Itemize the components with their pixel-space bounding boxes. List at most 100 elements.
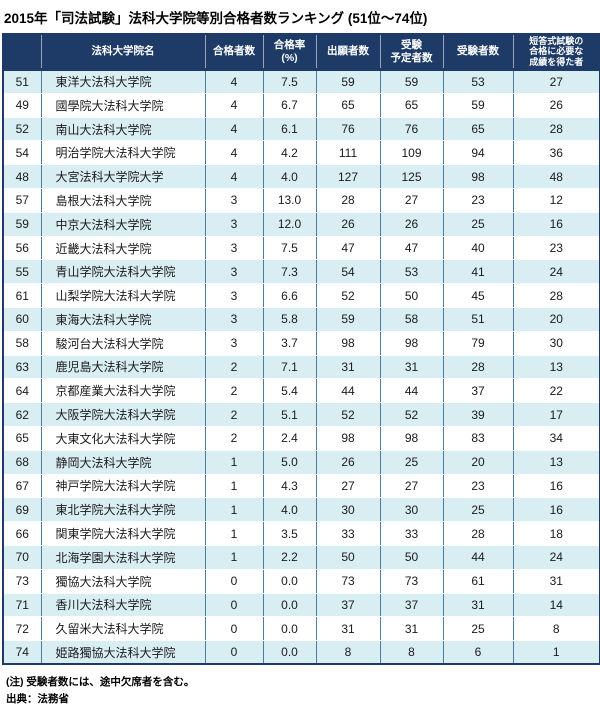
applicants-cell: 59 xyxy=(315,307,380,332)
expected-examinees-cell: 27 xyxy=(379,474,443,499)
applicants-cell: 59 xyxy=(315,69,380,94)
column-header-applicants: 出願者数 xyxy=(315,34,380,70)
table-row: 70 北海学園大法科大学院 1 2.2 50 50 44 24 xyxy=(3,545,600,570)
pass-rate-cell: 7.5 xyxy=(262,69,316,94)
pass-rate-cell: 4.3 xyxy=(262,474,316,499)
rank-cell: 59 xyxy=(3,212,41,237)
examinees-cell: 44 xyxy=(442,545,513,570)
passers-cell: 3 xyxy=(204,188,263,213)
pass-rate-cell: 5.1 xyxy=(262,402,316,427)
examinees-cell: 28 xyxy=(442,355,513,380)
short-answer-qualified-cell: 16 xyxy=(512,497,600,523)
rank-cell: 72 xyxy=(3,616,41,642)
rank-cell: 61 xyxy=(3,283,41,308)
short-answer-qualified-cell: 23 xyxy=(512,236,600,261)
school-name-cell: 大宮法科大学院大学 xyxy=(40,164,205,190)
table-row: 60 東海大法科大学院 3 5.8 59 58 51 20 xyxy=(3,307,600,332)
pass-rate-cell: 6.7 xyxy=(262,93,316,118)
applicants-cell: 52 xyxy=(315,402,380,427)
short-answer-qualified-cell: 36 xyxy=(512,140,600,166)
short-answer-qualified-cell: 34 xyxy=(512,426,600,451)
column-header-school: 法科大学院名 xyxy=(40,34,205,70)
table-row: 58 駿河台大法科大学院 3 3.7 98 98 79 30 xyxy=(3,331,600,356)
applicants-cell: 31 xyxy=(315,616,380,642)
short-answer-qualified-cell: 31 xyxy=(512,569,600,594)
footnote: (注) 受験者数には、途中欠席者を含む。 xyxy=(6,676,195,689)
column-header-examinees: 受験者数 xyxy=(442,34,513,70)
passers-cell: 1 xyxy=(204,450,263,475)
passers-cell: 1 xyxy=(204,497,263,523)
expected-examinees-cell: 44 xyxy=(379,378,443,404)
pass-rate-cell: 4.2 xyxy=(262,140,316,166)
short-answer-qualified-cell: 26 xyxy=(512,93,600,118)
table-row: 64 京都産業大法科大学院 2 5.4 44 44 37 22 xyxy=(3,378,600,404)
applicants-cell: 28 xyxy=(315,188,380,213)
rank-cell: 63 xyxy=(3,355,41,380)
applicants-cell: 111 xyxy=(315,140,380,166)
school-name-cell: 静岡大法科大学院 xyxy=(40,450,205,475)
applicants-cell: 76 xyxy=(315,117,380,142)
passers-cell: 1 xyxy=(204,545,263,570)
rank-cell: 73 xyxy=(3,569,41,594)
short-answer-qualified-cell: 28 xyxy=(512,283,600,308)
short-answer-qualified-cell: 13 xyxy=(512,355,600,380)
rank-cell: 64 xyxy=(3,378,41,404)
examinees-cell: 6 xyxy=(442,640,513,665)
pass-rate-cell: 0.0 xyxy=(262,593,316,618)
short-answer-qualified-cell: 12 xyxy=(512,188,600,213)
table-row: 67 神戸学院大法科大学院 1 4.3 27 27 23 16 xyxy=(3,474,600,499)
page-title: 2015年「司法試験」法科大学院等別合格者数ランキング (51位〜74位) xyxy=(4,11,428,26)
examinees-cell: 45 xyxy=(442,283,513,308)
rank-cell: 56 xyxy=(3,236,41,261)
rank-cell: 66 xyxy=(3,521,41,546)
examinees-cell: 61 xyxy=(442,569,513,594)
column-header-passers: 合格者数 xyxy=(204,34,263,70)
expected-examinees-cell: 59 xyxy=(379,69,443,94)
pass-rate-cell: 5.0 xyxy=(262,450,316,475)
pass-rate-cell: 3.5 xyxy=(262,521,316,546)
school-name-cell: 東海大法科大学院 xyxy=(40,307,205,332)
short-answer-qualified-cell: 8 xyxy=(512,616,600,642)
school-name-cell: 近畿大法科大学院 xyxy=(40,236,205,261)
table-header: 法科大学院名 合格者数 合格率 (%) 出願者数 受験 予定者数 受験者数 短答式試験の 合… xyxy=(3,34,600,70)
table-row: 68 静岡大法科大学院 1 5.0 26 25 20 13 xyxy=(3,450,600,475)
expected-examinees-cell: 125 xyxy=(379,164,443,190)
school-name-cell: 山梨学院大法科大学院 xyxy=(40,283,205,308)
short-answer-qualified-cell: 16 xyxy=(512,212,600,237)
rank-cell: 49 xyxy=(3,93,41,118)
passers-cell: 2 xyxy=(204,426,263,451)
rank-cell: 48 xyxy=(3,164,41,190)
notes: (注) 受験者数には、途中欠席者を含む。 出典：法務省 xyxy=(6,674,600,707)
applicants-cell: 98 xyxy=(315,331,380,356)
rank-cell: 69 xyxy=(3,497,41,523)
expected-examinees-cell: 47 xyxy=(379,236,443,261)
applicants-cell: 44 xyxy=(315,378,380,404)
short-answer-qualified-cell: 13 xyxy=(512,450,600,475)
passers-cell: 0 xyxy=(204,640,263,665)
ranking-table: 法科大学院名 合格者数 合格率 (%) 出願者数 受験 予定者数 受験者数 短答式試験の 合… xyxy=(2,33,600,666)
examinees-cell: 25 xyxy=(442,616,513,642)
rank-cell: 68 xyxy=(3,450,41,475)
school-name-cell: 獨協大法科大学院 xyxy=(40,569,205,594)
expected-examinees-cell: 50 xyxy=(379,283,443,308)
applicants-cell: 26 xyxy=(315,212,380,237)
school-name-cell: 北海学園大法科大学院 xyxy=(40,545,205,570)
school-name-cell: 國學院大法科大学院 xyxy=(40,93,205,118)
school-name-cell: 東洋大法科大学院 xyxy=(40,69,205,94)
expected-examinees-cell: 53 xyxy=(379,259,443,285)
passers-cell: 2 xyxy=(204,378,263,404)
expected-examinees-cell: 50 xyxy=(379,545,443,570)
expected-examinees-cell: 37 xyxy=(379,593,443,618)
table-row: 69 東北学院大法科大学院 1 4.0 30 30 25 16 xyxy=(3,497,600,523)
passers-cell: 0 xyxy=(204,593,263,618)
rank-cell: 74 xyxy=(3,640,41,665)
expected-examinees-cell: 33 xyxy=(379,521,443,546)
rank-cell: 58 xyxy=(3,331,41,356)
passers-cell: 4 xyxy=(204,164,263,190)
rank-cell: 52 xyxy=(3,117,41,142)
school-name-cell: 明治学院大法科大学院 xyxy=(40,140,205,166)
passers-cell: 1 xyxy=(204,474,263,499)
column-header-rank xyxy=(3,34,41,70)
applicants-cell: 52 xyxy=(315,283,380,308)
